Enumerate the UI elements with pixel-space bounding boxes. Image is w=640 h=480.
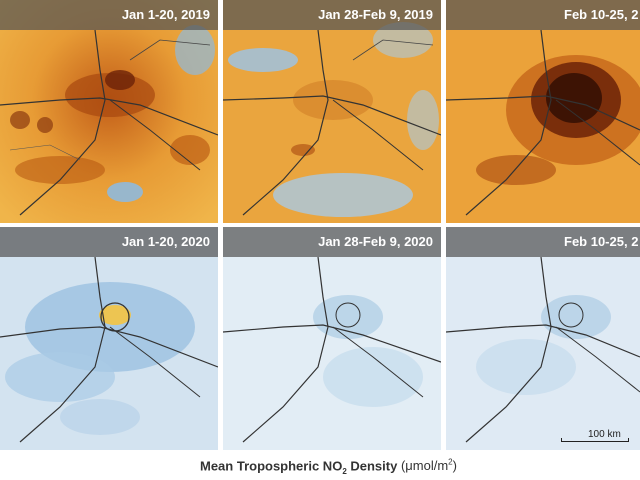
date-label: Feb 10-25, 2 — [564, 7, 639, 22]
legend-subscript: 2 — [342, 466, 347, 476]
date-label: Jan 28-Feb 9, 2020 — [318, 234, 433, 249]
no2-map — [446, 0, 640, 223]
legend-unit-prefix: (μmol/m — [400, 458, 449, 474]
legend-unit-suffix: ) — [452, 458, 457, 474]
scale-label: 100 km — [588, 429, 621, 440]
legend-unit: (μmol/m2) — [401, 458, 457, 473]
map-panel-2020-feb: Feb 10-25, 2 — [446, 227, 640, 450]
date-bar: Jan 28-Feb 9, 2020 — [223, 227, 441, 257]
date-label: Jan 28-Feb 9, 2019 — [318, 7, 433, 22]
map-panel-2019-jan: Jan 1-20, 2019 — [0, 0, 218, 223]
map-panel-2020-late-jan: Jan 28-Feb 9, 2020 — [223, 227, 441, 450]
no2-map — [0, 0, 218, 223]
map-panel-2019-feb: Feb 10-25, 2 — [446, 0, 640, 223]
no2-map — [0, 227, 218, 450]
date-bar: Feb 10-25, 2 — [446, 0, 640, 30]
map-panel-2020-jan: Jan 1-20, 2020 — [0, 227, 218, 450]
date-label: Jan 1-20, 2019 — [121, 7, 210, 22]
legend-unit-superscript: 2 — [448, 458, 453, 467]
date-bar: Feb 10-25, 2 — [446, 227, 640, 257]
date-label: Jan 1-20, 2020 — [121, 234, 210, 249]
map-panel-2019-late-jan: Jan 28-Feb 9, 2019 — [223, 0, 441, 223]
scale-bar — [561, 438, 629, 444]
date-bar: Jan 1-20, 2019 — [0, 0, 218, 30]
date-label: Feb 10-25, 2 — [564, 234, 639, 249]
legend-title-text: Mean Tropospheric NO — [200, 458, 343, 474]
date-bar: Jan 1-20, 2020 — [0, 227, 218, 257]
legend-title: Mean Tropospheric NO2 Density (μmol/m2) — [200, 458, 500, 476]
legend-title-suffix: Density — [346, 458, 401, 474]
no2-map — [223, 0, 441, 223]
date-bar: Jan 28-Feb 9, 2019 — [223, 0, 441, 30]
no2-map — [446, 227, 640, 450]
no2-map — [223, 227, 441, 450]
